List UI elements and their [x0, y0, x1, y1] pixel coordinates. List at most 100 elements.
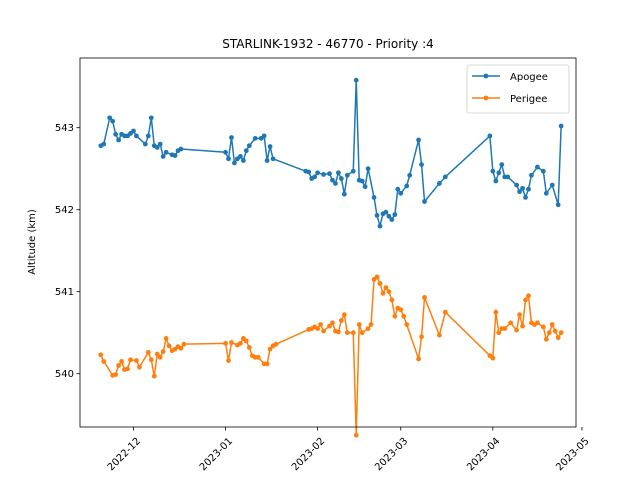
apogee-point — [419, 162, 424, 168]
perigee-point — [145, 349, 151, 355]
apogee-point — [487, 133, 493, 139]
perigee-point — [543, 336, 549, 342]
apogee-point — [558, 123, 564, 129]
perigee-point — [493, 309, 499, 315]
y-tick-label: 543 — [55, 123, 74, 134]
perigee-series — [98, 274, 564, 438]
perigee-point — [229, 340, 234, 345]
perigee-point — [226, 358, 231, 363]
apogee-point — [353, 77, 359, 83]
perigee-point — [416, 356, 421, 362]
plot-frame — [79, 57, 577, 428]
apogee-point — [226, 156, 231, 162]
perigee-point — [490, 355, 496, 361]
perigee-point — [160, 349, 166, 354]
apogee-point — [404, 183, 410, 189]
perigee-point — [113, 372, 119, 377]
y-tick-label: 540 — [55, 369, 74, 380]
perigee-point — [558, 330, 564, 336]
apogee-point — [505, 174, 511, 180]
apogee-point — [172, 153, 178, 158]
apogee-point — [436, 181, 442, 186]
perigee-point — [514, 327, 519, 333]
y-axis-label: Altitude (km) — [27, 209, 38, 275]
perigee-point — [315, 326, 320, 331]
apogee-point — [359, 178, 365, 184]
apogee-point — [341, 191, 347, 197]
apogee-point — [110, 118, 116, 124]
perigee-point — [223, 340, 228, 346]
apogee-point — [526, 186, 531, 192]
apogee-point — [306, 169, 312, 175]
perigee-point — [555, 335, 561, 341]
perigee-point — [137, 364, 142, 370]
apogee-point — [365, 166, 371, 172]
perigee-point — [523, 297, 528, 303]
apogee-point — [540, 168, 546, 174]
perigee-point — [151, 373, 157, 379]
legend-label-apogee: Apogee — [510, 72, 548, 83]
apogee-point — [520, 185, 525, 191]
perigee-point — [436, 332, 442, 338]
legend-marker-perigee — [483, 95, 489, 101]
apogee-point — [374, 213, 380, 218]
apogee-point — [534, 164, 540, 170]
perigee-point — [243, 338, 249, 344]
series-layer — [98, 77, 564, 438]
perigee-point — [166, 343, 172, 349]
perigee-point — [549, 322, 555, 327]
perigee-point — [237, 340, 243, 346]
apogee-point — [336, 170, 341, 176]
apogee-point — [416, 137, 421, 143]
perigee-point — [389, 297, 395, 303]
apogee-point — [315, 170, 320, 176]
apogee-point — [350, 168, 356, 174]
apogee-point — [555, 202, 561, 208]
apogee-point — [333, 181, 338, 186]
apogee-point — [107, 115, 113, 121]
apogee-point — [517, 189, 522, 195]
perigee-point — [128, 357, 133, 363]
perigee-point — [341, 312, 347, 318]
apogee-point — [442, 174, 448, 180]
apogee-point — [499, 162, 505, 168]
apogee-point — [312, 174, 318, 180]
apogee-series — [98, 77, 564, 229]
apogee-point — [240, 158, 246, 163]
perigee-point — [255, 354, 261, 360]
perigee-point — [336, 329, 341, 335]
perigee-point — [422, 295, 427, 300]
perigee-point — [496, 330, 502, 336]
perigee-point — [350, 330, 356, 336]
perigee-point — [502, 326, 508, 331]
apogee-point — [362, 184, 368, 190]
apogee-point — [321, 172, 326, 177]
apogee-point — [422, 199, 427, 204]
perigee-point — [154, 351, 160, 357]
perigee-point — [540, 324, 546, 330]
perigee-point — [125, 366, 130, 372]
apogee-point — [493, 178, 499, 184]
apogee-point — [237, 154, 243, 159]
perigee-point — [344, 330, 350, 336]
apogee-point — [261, 133, 267, 139]
perigee-point — [353, 432, 359, 438]
legend-marker-apogee — [483, 73, 489, 79]
perigee-point — [264, 361, 270, 367]
perigee-point — [526, 293, 531, 299]
apogee-point — [549, 182, 555, 188]
apogee-point — [160, 154, 166, 159]
apogee-point — [543, 190, 549, 196]
apogee-point — [232, 160, 237, 166]
apogee-point — [223, 149, 228, 155]
perigee-point — [419, 334, 424, 340]
perigee-point — [374, 274, 380, 280]
perigee-point — [148, 357, 154, 363]
apogee-point — [246, 143, 252, 149]
apogee-point — [116, 137, 122, 143]
apogee-point — [145, 133, 151, 139]
perigee-point — [398, 307, 404, 313]
perigee-point — [383, 285, 389, 290]
perigee-point — [386, 289, 392, 295]
